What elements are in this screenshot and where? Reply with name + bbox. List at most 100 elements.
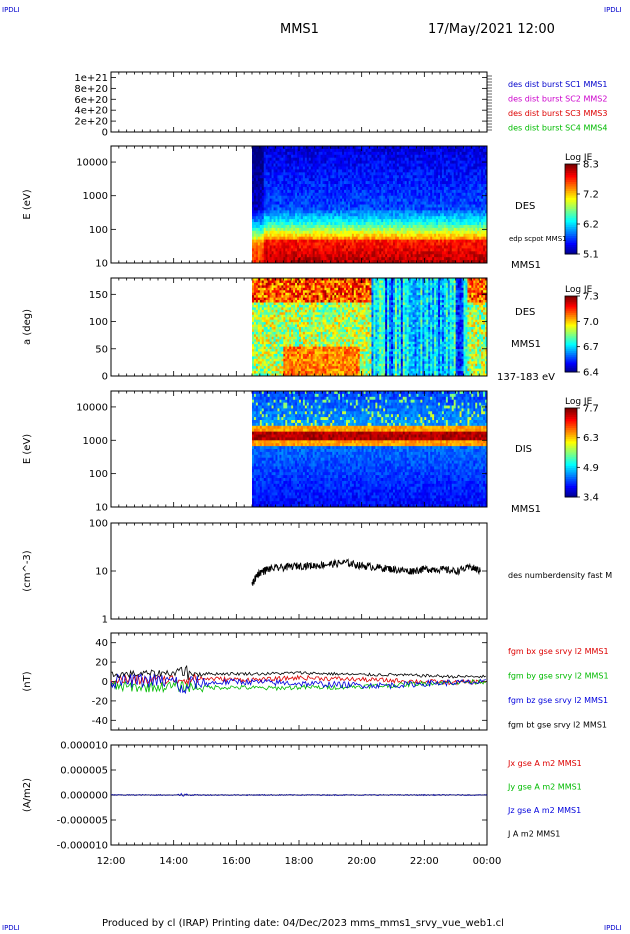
heatmap-cell	[293, 151, 296, 156]
heatmap-cell	[320, 175, 323, 179]
heatmap-cell	[261, 154, 265, 159]
heatmap-cell	[285, 175, 288, 179]
heatmap-cell	[293, 204, 296, 208]
heatmap-cell	[336, 181, 339, 185]
heatmap-cell	[353, 257, 357, 261]
heatmap-cell	[253, 192, 257, 197]
heatmap-cell	[308, 230, 312, 235]
heatmap-cell	[261, 257, 265, 261]
heatmap-cell	[259, 154, 263, 159]
heatmap-cell	[318, 233, 321, 238]
heatmap-cell	[326, 195, 329, 200]
heatmap-cell	[281, 245, 284, 249]
heatmap-cell	[324, 216, 327, 220]
heatmap-cell	[347, 233, 351, 238]
heatmap-cell	[320, 186, 323, 191]
heatmap-cell	[252, 154, 255, 159]
heatmap-cell	[324, 181, 327, 185]
heatmap-cell	[346, 151, 349, 156]
heatmap-cell	[255, 186, 259, 191]
heatmap-cell	[326, 227, 329, 232]
heatmap-cell	[255, 260, 259, 264]
heatmap-cell	[351, 151, 355, 156]
heatmap-cell	[334, 219, 337, 223]
heatmap-cell	[252, 178, 255, 182]
heatmap-cell	[314, 166, 318, 170]
heatmap-cell	[349, 222, 353, 226]
heatmap-cell	[259, 260, 263, 264]
heatmap-cell	[328, 257, 331, 261]
heatmap-cell	[267, 251, 271, 255]
heatmap-cell	[287, 172, 290, 176]
heatmap-cell	[336, 251, 339, 255]
heatmap-cell	[346, 227, 349, 232]
heatmap-cell	[314, 251, 318, 255]
heatmap-cell	[275, 169, 278, 173]
heatmap-cell	[328, 219, 331, 223]
heatmap-cell	[253, 186, 257, 191]
heatmap-cell	[336, 230, 339, 235]
heatmap-cell	[308, 201, 312, 205]
heatmap-cell	[263, 207, 267, 211]
heatmap-cell	[316, 146, 319, 150]
heatmap-cell	[273, 257, 276, 261]
heatmap-cell	[261, 163, 265, 167]
heatmap-cell	[273, 207, 276, 211]
heatmap-cell	[312, 210, 316, 214]
heatmap-cell	[328, 184, 331, 188]
heatmap-cell	[328, 154, 331, 159]
heatmap-cell	[271, 219, 274, 223]
heatmap-cell	[306, 160, 310, 164]
heatmap-cell	[289, 204, 292, 208]
heatmap-cell	[312, 186, 316, 191]
heatmap-cell	[285, 169, 288, 173]
heatmap-cell	[342, 216, 345, 220]
heatmap-cell	[355, 172, 359, 176]
heatmap-cell	[273, 204, 276, 208]
heatmap-cell	[291, 163, 294, 167]
heatmap-cell	[344, 230, 347, 235]
heatmap-cell	[295, 195, 298, 200]
heatmap-cell	[353, 222, 357, 226]
heatmap-cell	[281, 251, 284, 255]
heatmap-cell	[267, 181, 271, 185]
heatmap-cell	[316, 178, 319, 182]
heatmap-cell	[257, 227, 261, 232]
heatmap-cell	[269, 184, 272, 188]
heatmap-cell	[332, 245, 335, 249]
heatmap-cell	[340, 213, 343, 217]
heatmap-cell	[277, 213, 280, 217]
heatmap-cell	[312, 157, 316, 162]
heatmap-cell	[334, 239, 337, 243]
heatmap-cell	[344, 175, 347, 179]
heatmap-cell	[306, 181, 310, 185]
heatmap-cell	[261, 236, 265, 240]
y-tick-label: 1e+21	[74, 73, 108, 84]
heatmap-cell	[277, 204, 280, 208]
heatmap-cell	[318, 236, 321, 240]
heatmap-cell	[310, 248, 314, 252]
heatmap-cell	[322, 154, 325, 159]
heatmap-cell	[269, 178, 272, 182]
heatmap-cell	[355, 198, 359, 202]
heatmap-cell	[302, 219, 306, 223]
heatmap-cell	[293, 242, 296, 246]
heatmap-cell	[302, 236, 306, 240]
heatmap-cell	[261, 213, 265, 217]
heatmap-cell	[310, 163, 314, 167]
heatmap-cell	[312, 236, 316, 240]
heatmap-cell	[316, 219, 319, 223]
heatmap-cell	[273, 245, 276, 249]
heatmap-cell	[344, 151, 347, 156]
heatmap-cell	[320, 146, 323, 150]
heatmap-cell	[316, 189, 319, 194]
heatmap-cell	[279, 184, 282, 188]
heatmap-cell	[261, 186, 265, 191]
heatmap-cell	[304, 175, 308, 179]
heatmap-cell	[252, 236, 255, 240]
heatmap-cell	[349, 160, 353, 164]
heatmap-cell	[300, 245, 304, 249]
heatmap-cell	[257, 172, 261, 176]
heatmap-cell	[259, 213, 263, 217]
heatmap-cell	[320, 207, 323, 211]
